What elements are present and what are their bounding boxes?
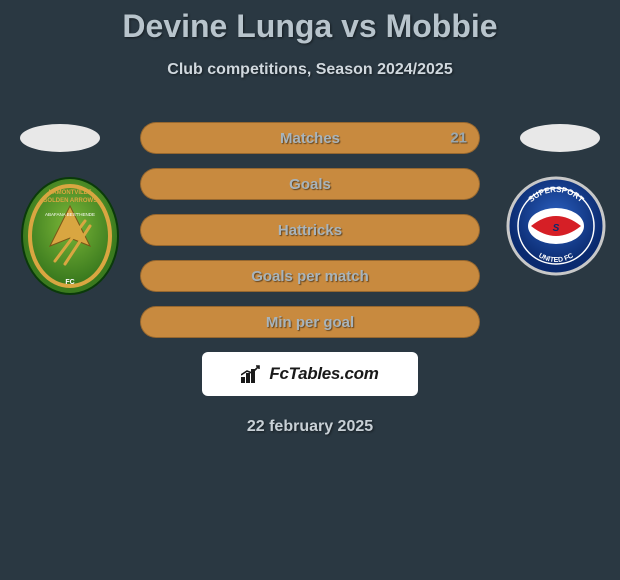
stat-row-matches: Matches 21	[140, 122, 480, 154]
player-photo-right	[520, 124, 600, 152]
stat-row-goals-per-match: Goals per match	[140, 260, 480, 292]
stat-label: Hattricks	[278, 222, 342, 239]
stat-label: Min per goal	[266, 314, 354, 331]
stat-row-min-per-goal: Min per goal	[140, 306, 480, 338]
stat-label: Matches	[280, 130, 340, 147]
stat-label: Goals per match	[251, 268, 369, 285]
stat-label: Goals	[289, 176, 331, 193]
svg-text:ABAFANA BES'THENDE: ABAFANA BES'THENDE	[45, 212, 95, 217]
page-title: Devine Lunga vs Mobbie	[0, 0, 620, 45]
stats-container: Matches 21 Goals Hattricks Goals per mat…	[140, 122, 480, 436]
player-photo-left	[20, 124, 100, 152]
club-badge-left: LAMONTVILLE GOLDEN ARROWS ABAFANA BES'TH…	[20, 176, 120, 296]
stat-value-right: 21	[450, 130, 467, 147]
svg-text:GOLDEN ARROWS: GOLDEN ARROWS	[43, 198, 97, 204]
subtitle: Club competitions, Season 2024/2025	[0, 61, 620, 79]
chart-icon	[241, 365, 263, 383]
brand-badge: FcTables.com	[202, 352, 418, 396]
brand-text: FcTables.com	[269, 364, 378, 384]
date-text: 22 february 2025	[140, 418, 480, 436]
club-badge-right: S SUPERSPORT UNITED FC	[506, 176, 606, 296]
stat-row-hattricks: Hattricks	[140, 214, 480, 246]
svg-text:LAMONTVILLE: LAMONTVILLE	[49, 190, 92, 196]
stat-row-goals: Goals	[140, 168, 480, 200]
svg-text:S: S	[553, 223, 560, 234]
svg-text:FC: FC	[65, 279, 74, 286]
